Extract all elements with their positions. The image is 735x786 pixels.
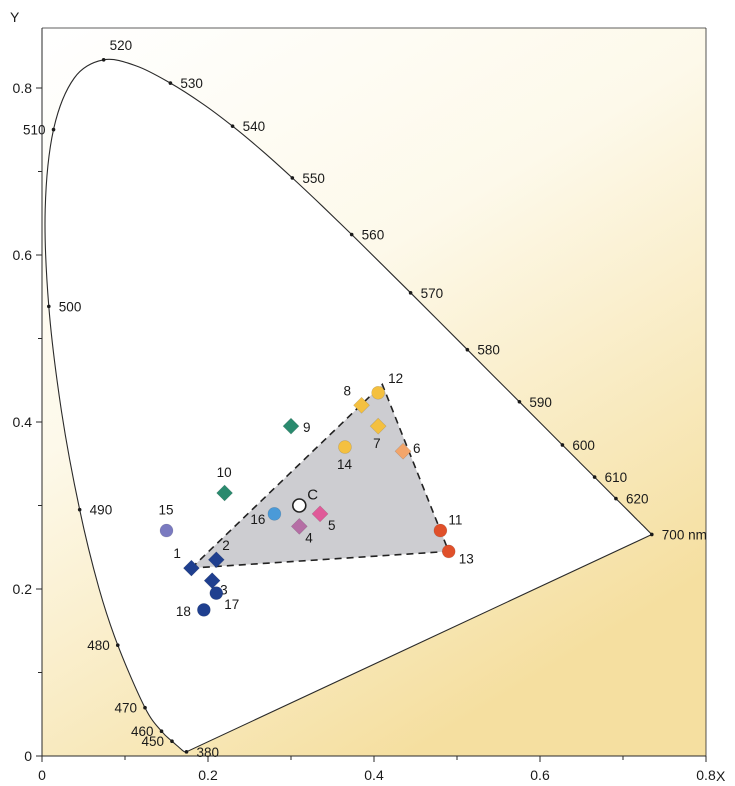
wavelength-label: 700 nm <box>662 527 707 542</box>
wavelength-marker <box>159 729 164 734</box>
wavelength-label: 540 <box>243 119 266 134</box>
point-4 <box>290 517 308 535</box>
wavelength-label: 450 <box>141 734 164 749</box>
wavelength-marker <box>465 347 470 352</box>
wavelength-label: 470 <box>114 701 137 716</box>
wavelength-marker <box>650 532 654 537</box>
wavelength-label: 460 <box>131 724 154 739</box>
wavelength-marker <box>560 443 565 447</box>
point-label: 18 <box>176 604 191 619</box>
x-tick-label: 0.4 <box>364 767 384 783</box>
point-label: 3 <box>220 583 228 598</box>
wavelength-marker <box>51 127 56 132</box>
point-C <box>291 498 307 513</box>
point-6 <box>394 442 412 460</box>
wavelength-marker <box>290 176 295 180</box>
wavelength-marker <box>115 643 120 647</box>
spectral-locus-fill <box>45 59 652 752</box>
gamut-triangle <box>189 382 450 570</box>
x-tick-label: 0.2 <box>198 767 218 783</box>
wavelength-label: 530 <box>180 76 203 91</box>
point-label: 13 <box>459 551 474 566</box>
wavelength-label: 490 <box>90 503 113 518</box>
point-label: 7 <box>373 436 381 451</box>
y-tick-label: 0.4 <box>13 414 33 430</box>
point-label: 2 <box>222 538 230 553</box>
wavelength-label: 560 <box>362 228 385 243</box>
x-tick-label: 0 <box>38 767 46 783</box>
point-8 <box>353 396 370 414</box>
point-15 <box>159 523 174 538</box>
wavelength-marker <box>168 81 173 85</box>
point-label: 6 <box>413 441 421 456</box>
point-14 <box>338 440 352 454</box>
wavelength-label: 570 <box>421 286 444 301</box>
point-17 <box>209 586 224 600</box>
point-label: 11 <box>448 513 462 528</box>
y-tick-label: 0.2 <box>13 581 33 597</box>
wavelength-label: 510 <box>23 123 46 138</box>
y-tick-label: 0.8 <box>13 80 33 96</box>
point-13 <box>441 544 456 559</box>
wavelength-label: 480 <box>87 638 110 653</box>
wavelength-marker <box>614 496 618 501</box>
point-18 <box>197 603 211 617</box>
y-axis-label: Y <box>10 9 20 25</box>
wavelength-marker <box>170 739 174 744</box>
wavelength-label: 580 <box>477 343 500 358</box>
y-tick-label: 0.6 <box>13 247 33 263</box>
x-tick-label: 0.8 <box>696 767 716 783</box>
x-tick-label: 0.6 <box>530 767 550 783</box>
point-label: 14 <box>337 457 353 472</box>
point-10 <box>216 484 234 502</box>
point-label: 8 <box>344 383 352 398</box>
wavelength-label: 500 <box>59 299 82 314</box>
wavelength-marker <box>143 705 147 710</box>
x-axis-label: X <box>716 768 726 784</box>
point-12 <box>371 385 385 400</box>
wavelength-label: 590 <box>529 395 552 410</box>
point-label: 12 <box>388 371 403 386</box>
wavelength-markers <box>47 57 654 754</box>
wavelength-label: 380 <box>197 745 220 760</box>
point-label: C <box>307 487 318 504</box>
point-label: 15 <box>159 503 174 518</box>
wavelength-marker <box>184 750 189 754</box>
point-7 <box>369 417 387 435</box>
point-label: 9 <box>303 420 311 435</box>
wavelength-label: 610 <box>605 470 628 485</box>
point-label: 4 <box>305 530 313 545</box>
y-ticks: 0 0.2 0.4 0.6 0.8 <box>13 80 42 764</box>
point-5 <box>311 505 329 523</box>
point-label: 17 <box>224 597 239 612</box>
point-label: 10 <box>217 465 232 480</box>
wavelength-marker <box>47 304 51 309</box>
wavelength-label: 600 <box>572 438 595 453</box>
wavelength-marker <box>349 232 354 237</box>
point-11 <box>433 523 448 538</box>
wavelength-label: 520 <box>110 38 133 53</box>
axes: 0 0.2 0.4 0.6 0.8 0 0.2 0.4 0.6 0.8 X Y <box>10 9 726 784</box>
wavelength-marker <box>592 475 597 479</box>
wavelength-marker <box>101 57 106 62</box>
point-label: 5 <box>328 518 336 533</box>
point-9 <box>282 417 300 435</box>
wavelength-marker <box>77 507 82 512</box>
wavelength-marker <box>517 399 522 404</box>
point-16 <box>267 507 282 521</box>
point-1 <box>182 559 200 577</box>
point-label: 16 <box>250 512 265 527</box>
wavelength-labels: 3804504604704804905005105205305405505605… <box>23 38 707 760</box>
point-2 <box>207 551 225 569</box>
wavelength-label: 620 <box>626 492 649 507</box>
point-label: 1 <box>173 546 181 561</box>
wavelength-marker <box>230 124 235 128</box>
wavelength-label: 550 <box>302 171 325 186</box>
x-ticks: 0 0.2 0.4 0.6 0.8 <box>38 756 716 783</box>
y-tick-label: 0 <box>24 748 32 764</box>
wavelength-marker <box>408 291 413 295</box>
